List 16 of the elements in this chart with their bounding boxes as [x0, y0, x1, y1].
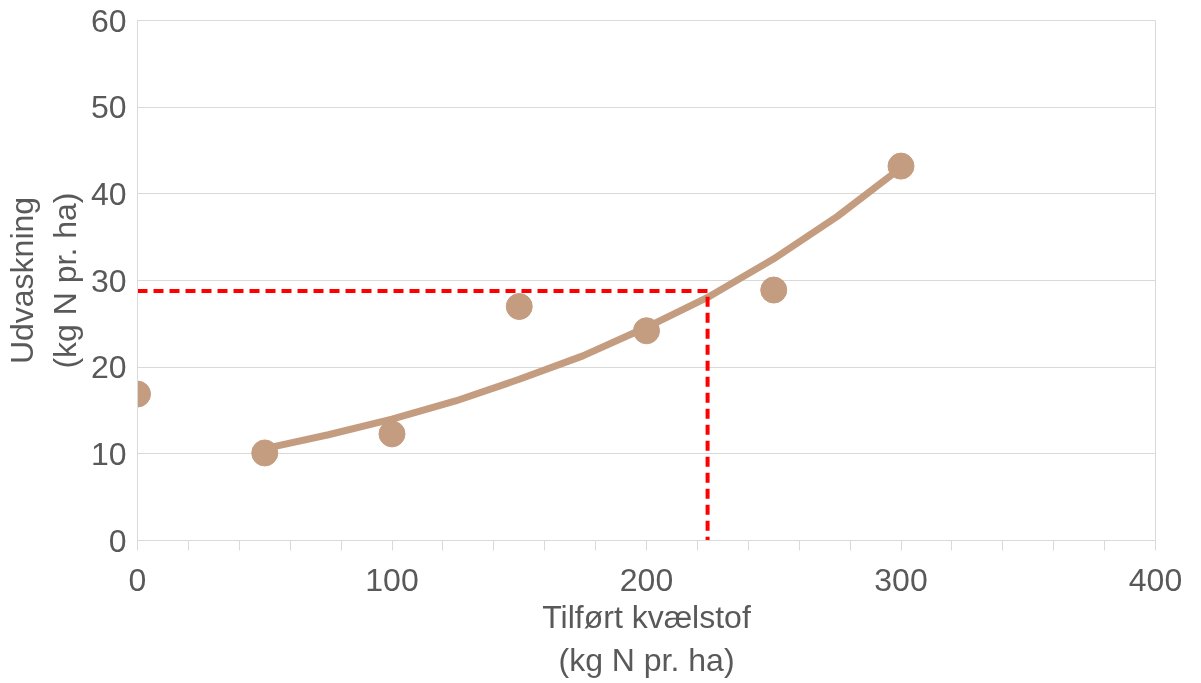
y-axis-title: Udvaskning (kg N pr. ha) — [3, 192, 83, 369]
x-axis-title: Tilført kvælstof (kg N pr. ha) — [542, 598, 751, 678]
y-tick-label: 50 — [90, 89, 127, 126]
y-tick-label: 30 — [90, 262, 127, 299]
x-tick-label: 300 — [874, 561, 928, 598]
y-tick-label: 10 — [90, 435, 127, 472]
x-tick-label: 200 — [619, 561, 674, 598]
y-tick-label: 0 — [108, 522, 127, 559]
y-tick-label: 20 — [90, 349, 127, 386]
x-tick-label: 100 — [365, 561, 419, 598]
point — [505, 293, 533, 320]
y-tick-label: 60 — [90, 2, 127, 39]
point — [378, 420, 406, 448]
point — [760, 276, 788, 304]
y-tick-label: 40 — [90, 175, 127, 212]
x-tick-label: 400 — [1128, 561, 1183, 598]
